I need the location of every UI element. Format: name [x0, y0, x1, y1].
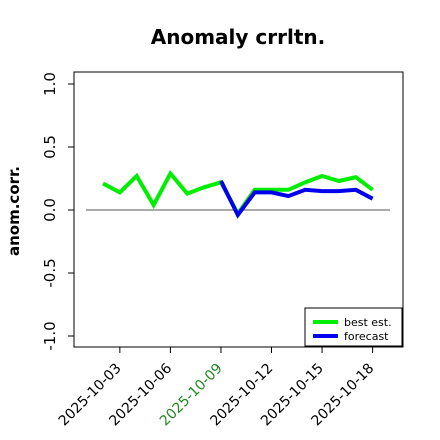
legend-box	[304, 307, 403, 347]
y-tick-label: 1.0	[41, 72, 59, 96]
legend: best est. forecast	[304, 307, 403, 347]
y-tick-label: 0.5	[41, 135, 59, 159]
y-tick-label: -0.5	[41, 258, 59, 287]
y-tick-label: 0.0	[41, 198, 59, 222]
series-line-best-est	[102, 169, 374, 218]
y-axis: -1.0 -0.5 0.0 0.5 1.0	[41, 72, 74, 351]
y-tick-label: -1.0	[41, 321, 59, 350]
legend-label-best-est: best est.	[344, 316, 392, 329]
legend-label-forecast: forecast	[344, 330, 389, 343]
y-axis-label: anom.corr.	[5, 166, 23, 256]
series-line-forecast	[219, 180, 374, 219]
series-layer	[102, 169, 374, 219]
chart-title: Anomaly crrltn.	[151, 25, 325, 49]
x-axis: 2025-10-032025-10-062025-10-092025-10-12…	[56, 347, 377, 429]
